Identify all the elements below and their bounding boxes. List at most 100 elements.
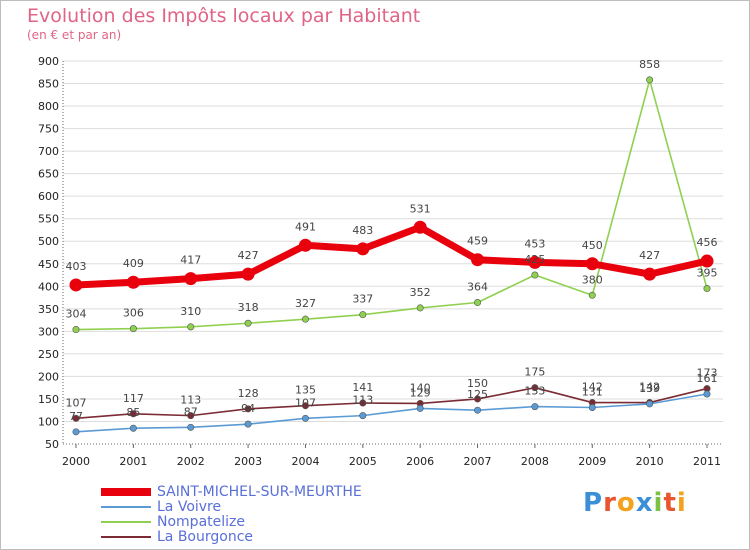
data-point xyxy=(301,402,309,410)
x-tick-label: 2004 xyxy=(291,455,319,468)
data-point xyxy=(588,291,596,299)
x-tick-label: 2002 xyxy=(177,455,205,468)
data-point xyxy=(646,76,654,84)
data-label: 85 xyxy=(126,406,140,419)
chart-legend: SAINT-MICHEL-SUR-MEURTHE La Voivre Nompate… xyxy=(101,485,461,545)
data-point xyxy=(298,238,312,252)
legend-label: SAINT-MICHEL-SUR-MEURTHE xyxy=(157,484,362,500)
data-label: 425 xyxy=(524,253,545,266)
x-tick-label: 2010 xyxy=(636,455,664,468)
legend-item: La Bourgonce xyxy=(101,530,461,545)
data-label: 456 xyxy=(697,236,718,249)
data-label: 133 xyxy=(524,385,545,398)
data-point xyxy=(359,412,367,420)
data-point xyxy=(241,267,255,281)
legend-swatch xyxy=(101,521,151,523)
data-point xyxy=(474,395,482,403)
data-label: 450 xyxy=(582,239,603,252)
data-point xyxy=(643,267,657,281)
data-point xyxy=(359,311,367,319)
y-tick-label: 300 xyxy=(38,325,59,338)
data-label: 395 xyxy=(697,267,718,280)
data-point xyxy=(531,403,539,411)
data-label: 352 xyxy=(410,286,431,299)
data-point xyxy=(471,253,485,267)
data-point xyxy=(356,242,370,256)
y-tick-label: 900 xyxy=(38,55,59,68)
data-point xyxy=(72,414,80,422)
x-tick-label: 2011 xyxy=(693,455,721,468)
logo-letter: r xyxy=(603,488,617,518)
data-point xyxy=(700,254,714,268)
data-point xyxy=(244,405,252,413)
legend-label: La Bourgonce xyxy=(157,529,254,545)
data-label: 409 xyxy=(123,257,144,270)
logo-letter: x xyxy=(635,488,654,518)
legend-item: La Voivre xyxy=(101,500,461,515)
data-point xyxy=(416,404,424,412)
x-tick-label: 2000 xyxy=(62,455,90,468)
chart-title: Evolution des Impôts locaux par Habitant xyxy=(27,5,421,27)
data-label: 150 xyxy=(467,377,488,390)
data-label: 491 xyxy=(295,220,316,233)
legend-item: SAINT-MICHEL-SUR-MEURTHE xyxy=(101,485,461,500)
data-label: 306 xyxy=(123,307,144,320)
data-label: 139 xyxy=(639,382,660,395)
data-label: 125 xyxy=(467,388,488,401)
logo-letter: P xyxy=(583,488,604,518)
data-label: 131 xyxy=(582,386,603,399)
data-label: 94 xyxy=(241,402,255,415)
data-point xyxy=(72,326,80,334)
data-label: 531 xyxy=(410,202,431,215)
series-line xyxy=(75,393,708,433)
data-label: 113 xyxy=(352,394,373,407)
data-label: 129 xyxy=(410,386,431,399)
data-point xyxy=(187,412,195,420)
data-label: 427 xyxy=(639,249,660,262)
y-tick-label: 400 xyxy=(38,280,59,293)
data-label: 107 xyxy=(295,396,316,409)
y-tick-label: 450 xyxy=(38,258,59,271)
data-label: 380 xyxy=(582,273,603,286)
data-label: 318 xyxy=(238,301,259,314)
data-label: 87 xyxy=(184,405,198,418)
data-label: 459 xyxy=(467,235,488,248)
x-tick-label: 2007 xyxy=(464,455,492,468)
y-tick-label: 650 xyxy=(38,168,59,181)
legend-label: Nompatelize xyxy=(157,514,245,530)
data-point xyxy=(187,323,195,331)
data-label: 453 xyxy=(524,237,545,250)
data-point xyxy=(703,390,711,398)
data-point xyxy=(528,255,542,269)
y-tick-label: 750 xyxy=(38,123,59,136)
data-label: 310 xyxy=(180,305,201,318)
data-label: 117 xyxy=(123,392,144,405)
x-tick-label: 2003 xyxy=(234,455,262,468)
data-label: 427 xyxy=(238,249,259,262)
y-tick-label: 250 xyxy=(38,348,59,361)
legend-swatch xyxy=(101,536,151,538)
data-point xyxy=(646,400,654,408)
data-point xyxy=(244,319,252,327)
x-tick-label: 2008 xyxy=(521,455,549,468)
y-tick-label: 500 xyxy=(38,235,59,248)
y-tick-label: 350 xyxy=(38,303,59,316)
data-point xyxy=(187,423,195,431)
y-tick-label: 600 xyxy=(38,190,59,203)
data-point xyxy=(129,325,137,333)
data-label: 140 xyxy=(410,381,431,394)
data-point xyxy=(244,420,252,428)
data-point xyxy=(129,424,137,432)
data-label: 304 xyxy=(66,308,87,321)
data-point xyxy=(72,428,80,436)
data-label: 337 xyxy=(352,293,373,306)
data-point xyxy=(184,272,198,286)
data-label: 858 xyxy=(639,58,660,71)
y-tick-label: 150 xyxy=(38,393,59,406)
y-tick-label: 200 xyxy=(38,370,59,383)
data-label: 77 xyxy=(69,410,83,423)
legend-item: Nompatelize xyxy=(101,515,461,530)
data-point xyxy=(531,384,539,392)
